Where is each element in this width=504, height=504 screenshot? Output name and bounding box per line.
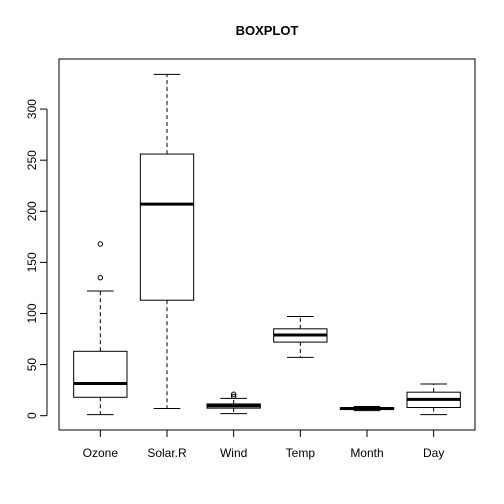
box-solar-r [139,73,195,410]
iqr-box [139,153,195,301]
y-tick-label: 150 [25,252,39,272]
x-tick-label: Day [423,446,444,460]
box-temp [273,316,328,358]
box-day [406,383,461,416]
outlier-point [230,391,237,397]
outlier-point [230,393,237,399]
iqr-box [73,350,128,398]
box-month [339,405,395,412]
x-tick-label: Ozone [83,446,119,460]
x-tick-label: Solar.R [147,446,187,460]
x-tick-label: Wind [220,446,247,460]
outlier-point [97,275,104,281]
y-tick-label: 200 [25,201,39,221]
x-tick-label: Temp [286,446,316,460]
x-tick-label: Month [350,446,383,460]
boxes-layer [73,73,461,416]
y-tick-label: 50 [25,358,39,372]
x-axis: Ozone Solar.R Wind Temp Month Day [83,429,444,460]
outlier-point [97,241,104,247]
y-tick-label: 100 [25,303,39,323]
y-axis: 0 50 100 150 200 250 300 [25,99,48,419]
box-ozone [73,241,128,416]
y-tick-label: 250 [25,150,39,170]
box-wind [206,391,261,415]
chart-title: BOXPLOT [236,23,299,38]
y-tick-label: 300 [25,99,39,119]
y-tick-label: 0 [25,412,39,419]
